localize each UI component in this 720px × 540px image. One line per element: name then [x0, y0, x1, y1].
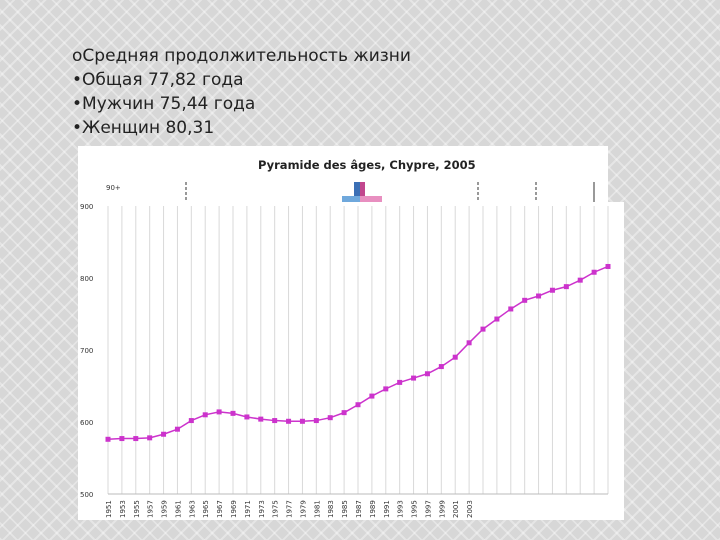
bullet-item-men: •Мужчин 75,44 года — [72, 94, 256, 114]
data-point — [508, 306, 514, 312]
data-point — [424, 371, 430, 377]
pyramid-sketch — [185, 182, 595, 206]
x-tick-label: 1959 — [161, 500, 169, 518]
data-point — [591, 269, 597, 275]
bullet-heading: oСредняя продолжительность жизни — [72, 46, 411, 66]
data-point — [383, 386, 389, 392]
data-point — [577, 277, 583, 283]
data-point — [563, 284, 569, 290]
data-point — [605, 263, 611, 269]
data-point — [522, 297, 528, 303]
x-tick-label: 1995 — [411, 500, 419, 518]
data-point — [341, 410, 347, 416]
x-tick-label: 1965 — [202, 500, 210, 518]
x-tick-label: 1993 — [397, 500, 405, 518]
data-point — [480, 326, 486, 332]
x-tick-label: 1987 — [355, 500, 363, 518]
pyramid-female-top — [360, 182, 365, 196]
y-tick-label: 500 — [80, 491, 93, 499]
data-point — [244, 414, 250, 420]
data-point — [105, 436, 111, 442]
data-point — [438, 364, 444, 370]
data-point — [161, 431, 167, 437]
pyramid-female-bar — [360, 196, 382, 206]
data-point — [355, 402, 361, 408]
data-point — [258, 416, 264, 422]
x-tick-label: 1969 — [230, 500, 238, 518]
data-point — [286, 418, 292, 424]
data-point — [188, 418, 194, 424]
data-point — [230, 410, 236, 416]
pyramid-image: Pyramide des âges, Chypre, 2005 90+ — [78, 146, 608, 206]
pyramid-title: Pyramide des âges, Chypre, 2005 — [258, 158, 476, 172]
x-tick-label: 1961 — [174, 500, 182, 518]
data-point — [327, 415, 333, 421]
data-point — [216, 409, 222, 415]
data-point — [147, 435, 153, 441]
data-point — [536, 293, 542, 299]
data-point — [202, 412, 208, 418]
data-point — [299, 418, 305, 424]
x-tick-label: 1967 — [216, 500, 224, 518]
data-point — [313, 418, 319, 424]
y-tick-label: 900 — [80, 203, 93, 211]
x-tick-label: 1957 — [147, 500, 155, 518]
pyramid-male-bar — [342, 196, 360, 206]
data-point — [133, 436, 139, 442]
y-tick-label: 700 — [80, 347, 93, 355]
x-tick-label: 1973 — [258, 500, 266, 518]
data-point — [466, 340, 472, 346]
x-tick-label: 1953 — [119, 500, 127, 518]
data-point — [452, 354, 458, 360]
x-tick-label: 1981 — [313, 500, 321, 518]
bullet-list: oСредняя продолжительность жизни •Общая … — [72, 44, 411, 140]
data-point — [119, 436, 125, 442]
x-tick-label: 1989 — [369, 500, 377, 518]
data-point — [494, 316, 500, 322]
x-tick-label: 2001 — [452, 500, 460, 518]
x-tick-label: 2003 — [466, 500, 474, 518]
x-tick-label: 1951 — [105, 500, 113, 518]
data-point — [174, 426, 180, 432]
data-point — [411, 375, 417, 381]
chart-image: 500 600 700 800 900 1951 1953 1955 1957 1959 1961 1… — [78, 202, 624, 520]
data-point — [369, 393, 375, 399]
x-tick-label: 1983 — [327, 500, 335, 518]
pyramid-male-top — [354, 182, 360, 196]
y-tick-label: 800 — [80, 275, 93, 283]
x-tick-label: 1999 — [438, 500, 446, 518]
x-tick-label: 1955 — [133, 500, 141, 518]
pyramid-age-label: 90+ — [106, 184, 121, 192]
x-tick-label: 1979 — [299, 500, 307, 518]
data-point — [397, 379, 403, 385]
x-tick-label: 1985 — [341, 500, 349, 518]
x-tick-label: 1963 — [188, 500, 196, 518]
data-point — [549, 287, 555, 293]
x-tick-label: 1997 — [424, 500, 432, 518]
y-tick-label: 600 — [80, 419, 93, 427]
x-tick-label: 1977 — [286, 500, 294, 518]
bullet-item-total: •Общая 77,82 года — [72, 70, 244, 90]
x-tick-label: 1991 — [383, 500, 391, 518]
bullet-item-women: •Женщин 80,31 — [72, 118, 215, 138]
data-point — [272, 418, 278, 424]
x-tick-label: 1971 — [244, 500, 252, 518]
x-tick-label: 1975 — [272, 500, 280, 518]
life-expectancy-chart: 500 600 700 800 900 1951 1953 1955 1957 1959 1961 1… — [80, 203, 611, 518]
